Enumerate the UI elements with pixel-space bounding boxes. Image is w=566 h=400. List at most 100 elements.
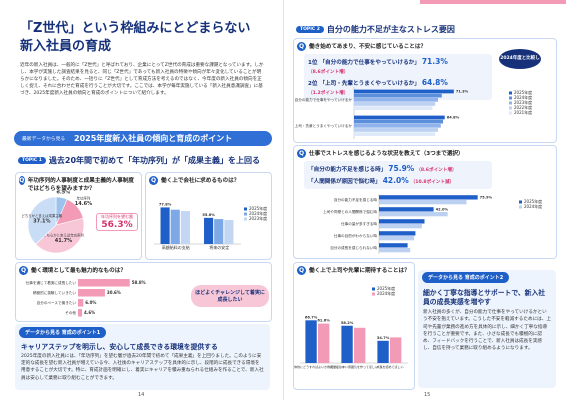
bar <box>379 243 408 248</box>
legend-label: 2025年度 <box>514 89 532 95</box>
q-mark: Q <box>19 266 28 275</box>
title: 「Z世代」という枠組みにとどまらない 新入社員の育成 <box>20 20 250 55</box>
point-tag: データから見る 育成のポイント2 <box>422 272 510 283</box>
highlight-value: 64.8% <box>421 77 448 87</box>
q-mark: Q <box>297 266 306 275</box>
legend-label: 2025年度 <box>524 198 542 204</box>
highlight: 1位 「自分の能力で仕事をやっていけるか」 71.3% （8.6ポイント増） 2… <box>304 54 492 100</box>
legend-swatch <box>244 212 247 216</box>
bar <box>354 119 444 124</box>
value-label: 55.6% <box>202 213 215 217</box>
highlight-text: 「上司・先輩とうまくやっていけるか」 <box>319 80 420 87</box>
legend-swatch <box>372 292 375 296</box>
highlight-text: 「自分の能力で仕事をやっていけるか」 <box>319 60 420 66</box>
bar <box>354 102 436 106</box>
bar <box>379 224 422 229</box>
bar <box>354 93 442 98</box>
category-label: 自分のペースで働きたい <box>37 300 77 305</box>
category-label: 相談しやすい雰囲気を作ってほしい <box>330 364 378 369</box>
highlight-row: 1位 「自分の能力で仕事をやっていけるか」 71.3% （8.6ポイント増） <box>308 56 488 77</box>
note: 2024年度と比較した結果 <box>499 49 541 81</box>
value-label: 34.7% <box>377 336 390 340</box>
slice-value: 6.5% <box>56 191 70 195</box>
category-label: 仕事を通じて着実に成長したい <box>26 280 77 285</box>
bar <box>354 89 454 94</box>
bar <box>341 325 353 363</box>
legend-label: 2023年度 <box>514 99 532 105</box>
question-box: Q 働く上で会社に求めるものは？ 77.8% 高額給料の支給 55.6% 将来の安定 20… <box>145 172 272 260</box>
bar-chart: 仕事を通じて着実に成長したい 58.8% 積極的に挑戦していきたい 30.6% 自分のペ… <box>26 279 146 317</box>
category-label: 上司・先輩とうまくやっていけるか <box>295 123 353 128</box>
legend-swatch <box>509 111 512 115</box>
highlight-row: 「自分の能力不足を感じる時」 75.9% （8.6ポイント増） <box>308 163 488 175</box>
page-number: 14 <box>138 392 145 398</box>
category-label: 積極的に挑戦していきたい <box>33 290 76 295</box>
point-body: 新入社員の多くが、自分の能力で仕事をやっていけるかという不安を抱えています。こう… <box>423 310 551 351</box>
rank: 1位 <box>308 60 318 66</box>
bar <box>318 323 330 363</box>
bar <box>379 200 467 205</box>
bar-chart: 66.7%61.6% 具体的にどうすればよいか教えてほしい 58.2% 相談しやすい雰… <box>294 285 408 369</box>
q-mark: Q <box>297 149 306 158</box>
banner: 最新データから見る 2025年度新入社員の傾向と育成のポイント <box>14 131 272 146</box>
title-line: 新入社員の育成 <box>20 38 112 54</box>
topic: TOPIC 1 過去20年間で初めて「年功序列」が「成果主義」を上回る <box>18 155 260 166</box>
highlight-value: 75.9% <box>388 164 415 173</box>
legend-label: 2025年度 <box>249 205 267 211</box>
question-box: Q 働く環境として最も魅力的なものは？ 仕事を通じて着実に成長したい 58.8% 積極… <box>15 262 272 322</box>
banner-title: 2025年度新入社員の傾向と育成のポイント <box>74 134 233 143</box>
category-label: 具体的にどうすればよいか教えてほしい <box>294 364 345 369</box>
banner-lead: 最新データから見る <box>22 137 66 142</box>
bar <box>379 236 415 241</box>
bar <box>354 106 433 110</box>
category-label: 仕事の目的がわからない時 <box>334 233 378 238</box>
legend-swatch <box>244 207 247 211</box>
legend-label: 2024年度 <box>249 210 267 216</box>
point-tag: データから見る 育成のポイント1 <box>19 327 107 338</box>
point-box: データから見る 育成のポイント1 キャリアステップを明示し、安心して成長できる環… <box>15 324 270 390</box>
category-label: 自分の成長を感じられない時 <box>330 245 377 250</box>
category-label: 上司や同僚との人間関係で悩む時 <box>323 209 377 214</box>
point-box: データから見る 育成のポイント2 細かく丁寧な指導とサポートで、新入社員の成長実… <box>418 270 556 388</box>
bar <box>354 128 438 132</box>
bar <box>78 279 130 287</box>
bar <box>78 299 84 307</box>
topic-tag: TOPIC 2 <box>296 26 324 33</box>
q-mark: Q <box>297 42 306 51</box>
legend-label: 2025年度 <box>377 285 395 291</box>
gutter <box>283 0 284 400</box>
category-label: 仕事の量が多すぎる時 <box>341 221 377 226</box>
change: （10.8ポイント減） <box>410 180 455 185</box>
category-label: 将来の安定 <box>209 244 229 250</box>
change: （1.2ポイント増） <box>308 90 349 96</box>
callout-label: 年功序列を望む層 <box>101 214 133 219</box>
legend-label: 2024年度 <box>377 290 395 296</box>
value-label: 58.8% <box>132 280 146 285</box>
change: （8.6ポイント増） <box>416 168 457 173</box>
value-label: 71.3% <box>456 89 469 93</box>
bar <box>78 309 83 317</box>
intro: 近年の新入社員は、一般的に「Z世代」と呼ばれており、企業にとってZ世代の育成は重… <box>20 63 264 97</box>
bar <box>180 211 190 244</box>
callout: 年功序列を望む層 56.3% <box>96 213 138 231</box>
bar <box>379 212 448 217</box>
page-number: 15 <box>424 392 431 398</box>
pie-slice <box>27 196 57 245</box>
highlight-text: 「人間関係が原因で悩む時」 <box>308 179 381 185</box>
legend-swatch <box>244 217 247 221</box>
question: 働く上で上司や先輩に期待することは？ <box>309 268 410 274</box>
slice-label: 年功序列 <box>77 196 91 201</box>
highlight-value: 42.0% <box>382 176 409 185</box>
slice-label: どちらかと言えば成果主義 <box>21 213 62 218</box>
highlight-row: 「人間関係が原因で悩む時」 42.0% （10.8ポイント減） <box>308 175 488 187</box>
bar <box>379 195 478 200</box>
question: 働き始めてあまり、不安に感じていることは？ <box>309 44 427 50</box>
bar <box>354 97 438 102</box>
bar <box>354 132 436 136</box>
bar <box>160 207 170 244</box>
value-label: 4.6% <box>84 310 95 315</box>
value-label: 58.2% <box>341 321 354 325</box>
